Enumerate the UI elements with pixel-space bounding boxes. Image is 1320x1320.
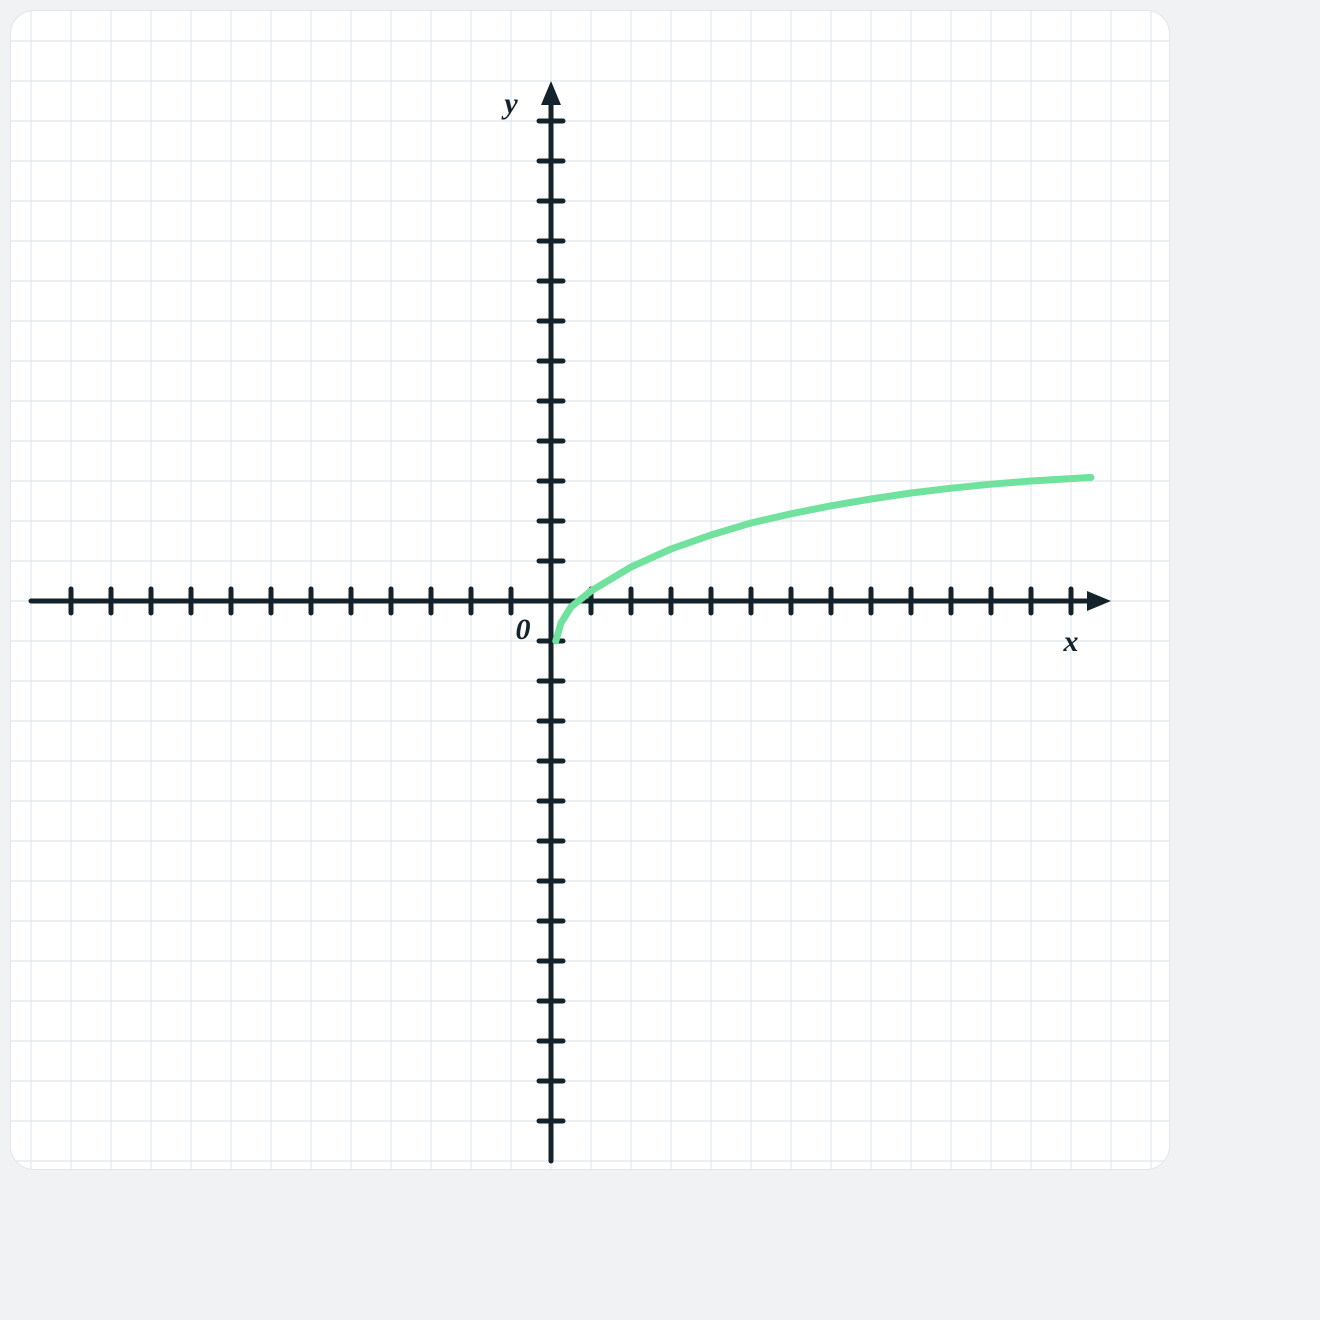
y-axis-arrowhead-icon (541, 81, 561, 105)
y-axis-label: y (501, 87, 518, 120)
x-axis-arrowhead-icon (1087, 591, 1111, 611)
tick-marks (71, 121, 1071, 1121)
axes (31, 81, 1111, 1161)
x-axis-label: x (1063, 625, 1079, 658)
log-curve (556, 477, 1091, 641)
origin-label: 0 (516, 613, 531, 646)
chart-card: y x 0 (10, 10, 1170, 1170)
coordinate-chart: y x 0 (11, 11, 1170, 1170)
